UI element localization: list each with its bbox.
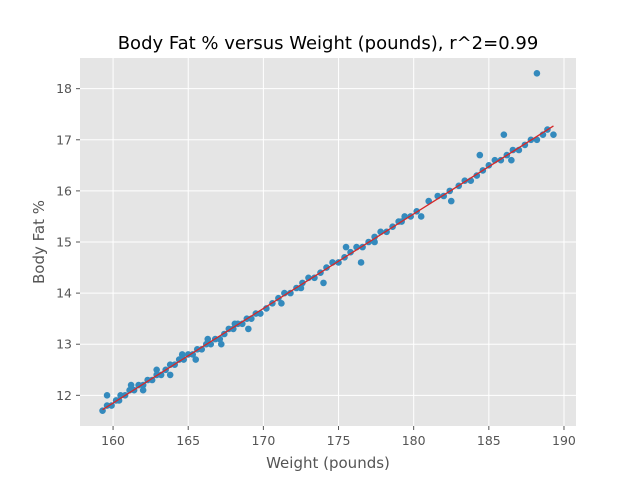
y-tick-label: 12 (56, 388, 72, 403)
grid-lines (80, 58, 576, 426)
data-point (189, 351, 197, 358)
data-point (263, 305, 270, 312)
data-point (103, 392, 111, 399)
data-point (192, 356, 200, 363)
x-tick-label: 170 (251, 433, 275, 448)
data-point (550, 131, 557, 138)
y-tick-label: 14 (56, 286, 72, 301)
data-point (175, 356, 183, 363)
fit-line (102, 125, 554, 411)
y-tick-label: 15 (56, 235, 72, 250)
chart-title: Body Fat % versus Weight (pounds), r^2=0… (118, 33, 539, 54)
data-point (417, 213, 425, 220)
y-tick-label: 18 (56, 81, 72, 96)
y-tick-label: 16 (56, 183, 72, 198)
data-point (287, 289, 294, 297)
y-tick-label: 13 (56, 337, 72, 352)
data-point (245, 325, 252, 333)
data-point (533, 70, 541, 77)
x-tick-label: 185 (477, 433, 501, 448)
data-point (371, 238, 378, 246)
data-point (311, 274, 318, 282)
data-point (148, 376, 156, 384)
data-point (204, 335, 212, 343)
data-point (108, 402, 115, 409)
data-point (500, 131, 508, 138)
data-point (509, 146, 517, 154)
axis-ticks: 160 165 170 175 180 185 190 12 13 14 15 16 17 18 (56, 81, 576, 448)
data-point (357, 259, 365, 266)
y-tick-label: 17 (56, 132, 72, 147)
data-point (508, 156, 515, 164)
data-point (230, 325, 237, 333)
x-tick-label: 165 (176, 433, 200, 448)
y-axis-label: Body Fat % (30, 200, 48, 284)
data-point (178, 351, 186, 358)
x-tick-label: 190 (552, 433, 576, 448)
data-point (320, 279, 327, 287)
data-point (166, 371, 174, 379)
x-tick-label: 160 (101, 433, 125, 448)
fit-line-layer (102, 125, 554, 411)
data-point (139, 386, 147, 394)
data-point (476, 151, 484, 159)
data-point (127, 381, 135, 389)
data-point (135, 381, 142, 389)
data-point (278, 300, 285, 307)
data-point (371, 233, 378, 241)
data-point (447, 197, 455, 205)
x-tick-label: 175 (327, 433, 351, 448)
x-axis-label: Weight (pounds) (266, 454, 390, 472)
data-point (153, 366, 160, 374)
data-point (347, 248, 354, 256)
data-point (217, 340, 225, 348)
data-point (342, 243, 350, 251)
x-tick-label: 180 (402, 433, 426, 448)
